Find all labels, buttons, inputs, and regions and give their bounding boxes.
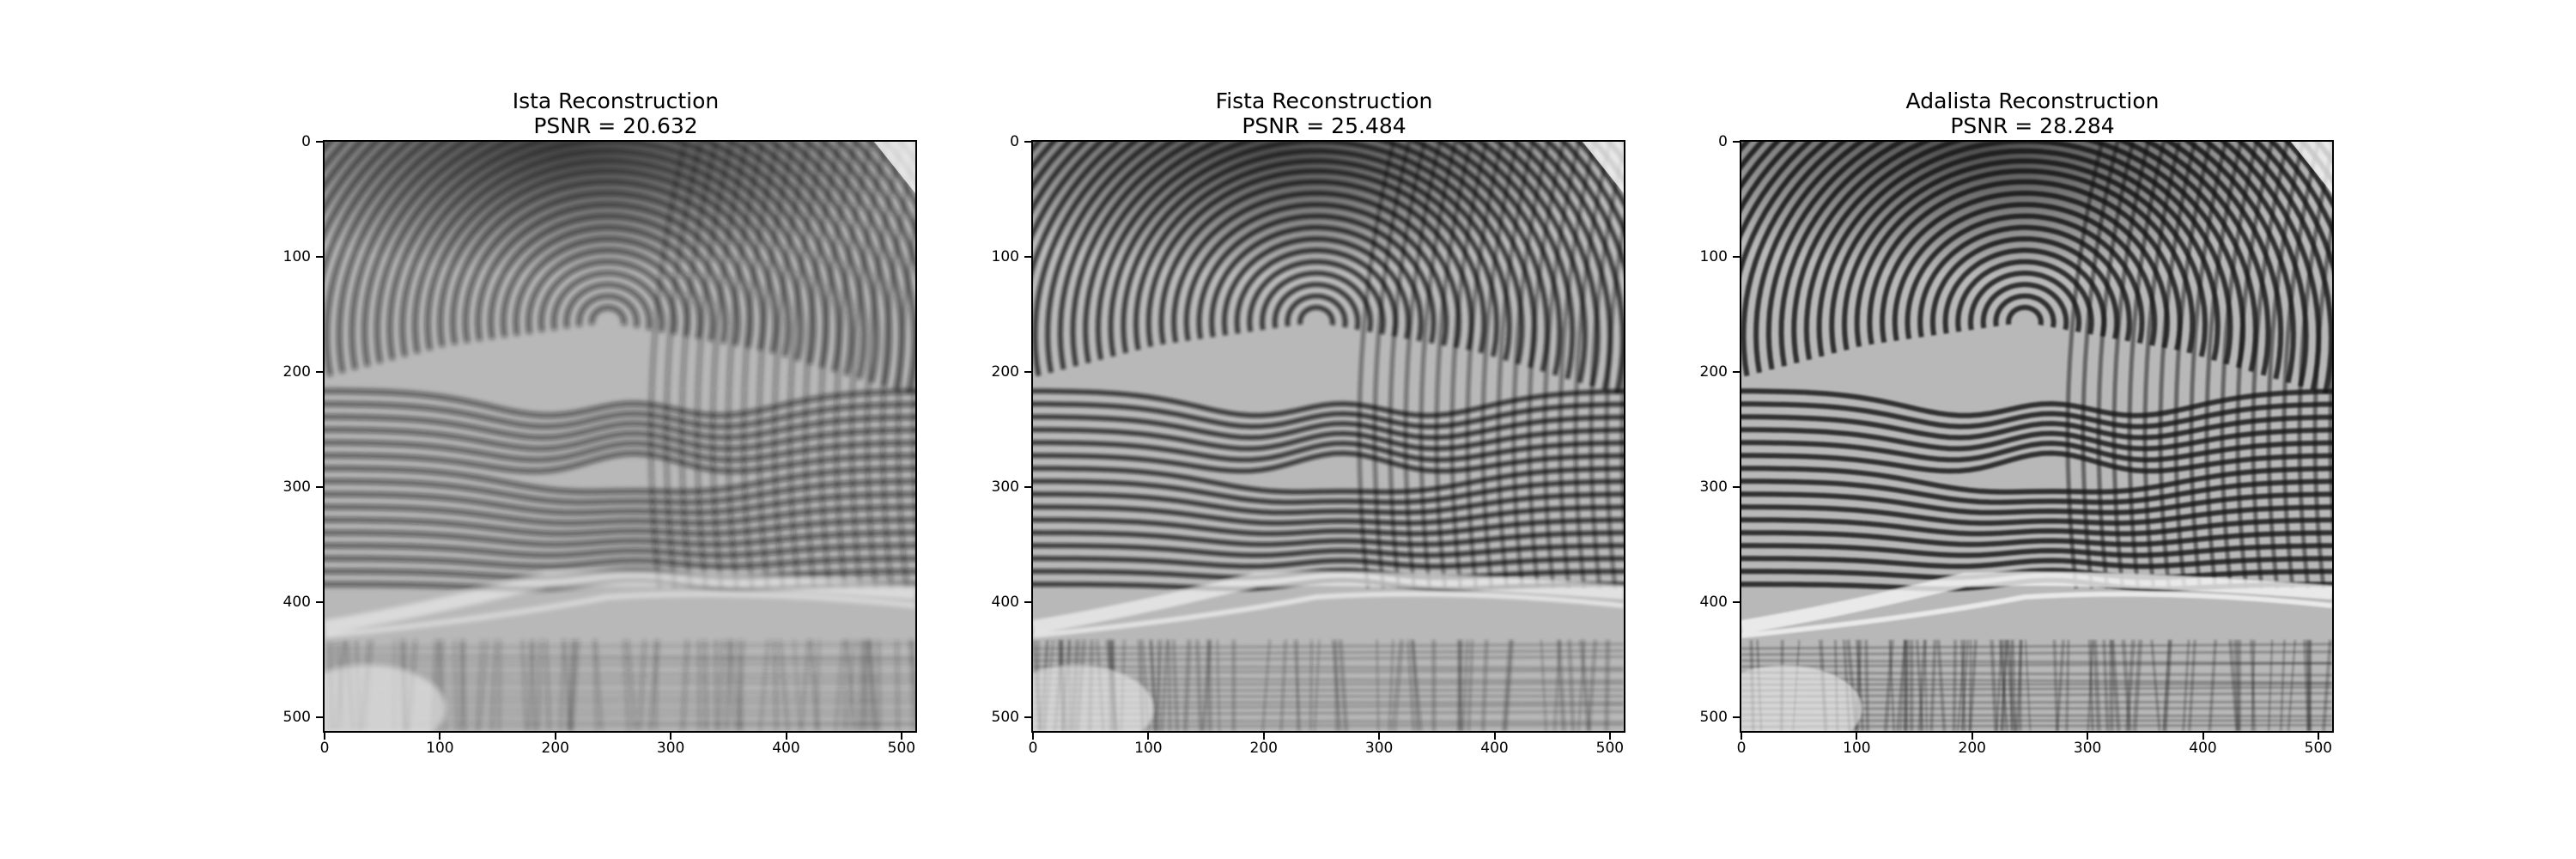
y-tick-label: 200 — [283, 362, 311, 381]
x-tick — [439, 733, 441, 740]
y-tick — [316, 716, 323, 727]
title-line-1: Adalista Reconstruction — [1905, 88, 2160, 113]
y-tick — [1024, 485, 1031, 497]
x-tick-label: 0 — [1736, 740, 1747, 757]
x-tick — [670, 733, 672, 740]
y-tick-label: 500 — [283, 708, 311, 726]
x-tick — [1147, 733, 1150, 740]
x-tick — [324, 733, 325, 740]
y-tick-label: 400 — [1699, 593, 1728, 611]
x-tick-label: 200 — [1958, 740, 1986, 757]
x-tick-label: 300 — [2073, 740, 2102, 757]
fingerprint-image — [1033, 142, 1624, 731]
panel-fista: Fista Reconstruction PSNR = 25.484 0 100 2… — [708, 0, 1625, 859]
y-tick-label: 400 — [283, 593, 311, 611]
x-tick — [1741, 733, 1742, 740]
y-tick — [316, 485, 323, 497]
x-tick — [2087, 733, 2089, 740]
x-tick — [1262, 733, 1265, 740]
y-tick-label: 500 — [991, 708, 1019, 726]
y-tick-label: 0 — [301, 133, 311, 150]
y-tick-label: 0 — [1010, 133, 1019, 150]
x-tick — [2202, 733, 2204, 740]
y-tick — [316, 141, 323, 151]
title-line-1: Ista Reconstruction — [512, 88, 720, 113]
x-tick — [785, 733, 787, 740]
title-line-1: Fista Reconstruction — [1215, 88, 1433, 113]
x-tick-label: 0 — [319, 740, 330, 757]
title-line-2: PSNR = 20.632 — [533, 113, 698, 138]
panel-ista: Ista Reconstruction PSNR = 20.632 0 100 20… — [0, 0, 917, 859]
x-tick-label: 100 — [426, 740, 454, 757]
x-tick-label: 100 — [1134, 740, 1163, 757]
panel-title: Adalista Reconstruction PSNR = 28.284 — [1732, 88, 2333, 138]
y-tick — [1733, 255, 1740, 266]
image-axes — [323, 140, 917, 733]
x-tick-label: 500 — [887, 740, 916, 757]
y-tick-label: 200 — [1699, 362, 1728, 381]
y-tick — [1024, 600, 1031, 612]
x-tick-label: 200 — [541, 740, 569, 757]
title-line-2: PSNR = 25.484 — [1242, 113, 1406, 138]
y-tick-label: 100 — [283, 247, 311, 265]
y-tick-label: 100 — [991, 247, 1019, 265]
title-line-2: PSNR = 28.284 — [1950, 113, 2115, 138]
y-tick — [1733, 141, 1740, 151]
x-tick — [2317, 733, 2319, 740]
y-tick — [1733, 716, 1740, 727]
x-tick — [1493, 733, 1496, 740]
y-tick — [1733, 600, 1740, 612]
x-tick — [554, 733, 556, 740]
y-tick — [1024, 370, 1031, 381]
y-tick-label: 500 — [1699, 708, 1728, 726]
x-tick-label: 400 — [2189, 740, 2217, 757]
image-axes — [1740, 140, 2334, 733]
y-tick-label: 0 — [1718, 133, 1728, 150]
y-tick — [316, 370, 323, 381]
y-tick — [1733, 485, 1740, 497]
y-tick-label: 100 — [1699, 247, 1728, 265]
fingerprint-image — [1741, 142, 2332, 731]
x-tick-label: 500 — [2304, 740, 2333, 757]
x-tick — [1378, 733, 1381, 740]
y-tick-label: 400 — [991, 593, 1019, 611]
x-tick-label: 100 — [1843, 740, 1871, 757]
x-tick-label: 300 — [656, 740, 685, 757]
y-tick — [316, 255, 323, 266]
panel-title: Fista Reconstruction PSNR = 25.484 — [1024, 88, 1625, 138]
fingerprint-image — [325, 142, 915, 731]
x-tick-label: 0 — [1028, 740, 1038, 757]
panel-adalista: Adalista Reconstruction PSNR = 28.284 0 1… — [1417, 0, 2334, 859]
x-tick — [1608, 733, 1611, 740]
y-tick-label: 300 — [283, 478, 311, 496]
image-axes — [1031, 140, 1625, 733]
x-tick — [900, 733, 902, 740]
y-tick — [316, 600, 323, 612]
y-tick — [1024, 716, 1031, 727]
y-tick-label: 300 — [1699, 478, 1728, 496]
x-tick — [1856, 733, 1858, 740]
x-tick — [1971, 733, 1973, 740]
y-tick — [1024, 141, 1031, 151]
x-tick-label: 400 — [772, 740, 800, 757]
x-tick-label: 500 — [1595, 740, 1625, 757]
x-tick-label: 300 — [1364, 740, 1394, 757]
y-tick-label: 300 — [991, 478, 1019, 496]
panel-title: Ista Reconstruction PSNR = 20.632 — [315, 88, 916, 138]
y-tick-label: 200 — [991, 362, 1019, 381]
x-tick-label: 200 — [1249, 740, 1278, 757]
x-tick-label: 400 — [1480, 740, 1509, 757]
y-tick — [1024, 255, 1031, 266]
y-tick — [1733, 370, 1740, 381]
x-tick — [1032, 733, 1034, 740]
